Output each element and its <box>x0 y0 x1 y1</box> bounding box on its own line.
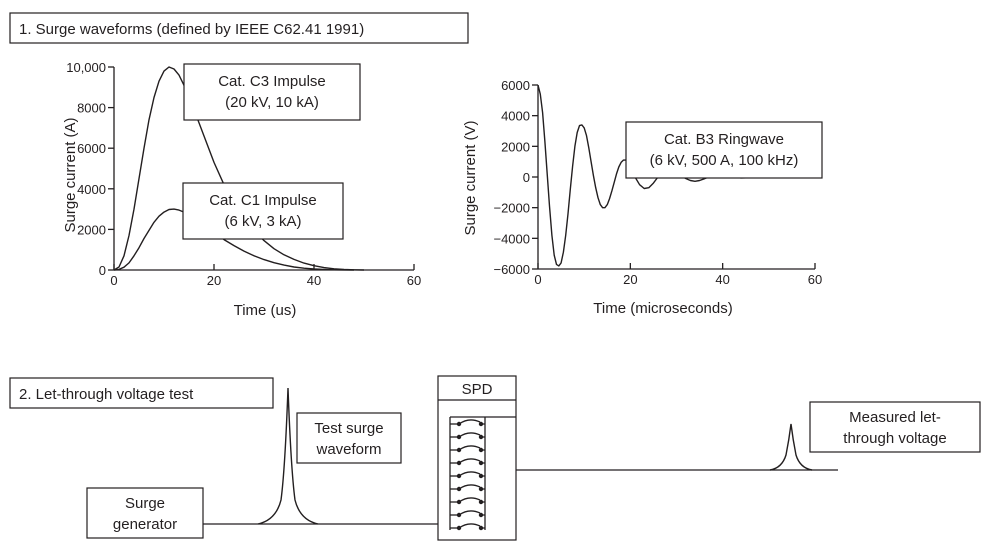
spd-switch-element <box>450 471 485 479</box>
y-tick-label: 4000 <box>77 182 106 197</box>
chart2-ylabel: Surge current (V) <box>462 120 479 235</box>
test-surge-label-line2: waveform <box>315 441 381 458</box>
chart1-xlabel: Time (us) <box>234 302 297 319</box>
x-tick-label: 60 <box>808 272 822 287</box>
spd-switch-array <box>449 417 486 531</box>
b3-ringwave-rating: (6 kV, 500 A, 100 kHz) <box>650 152 799 169</box>
spd-switch-element <box>450 458 485 466</box>
x-tick-label: 40 <box>715 272 729 287</box>
b3-ringwave-annotation: Cat. B3 Ringwave (6 kV, 500 A, 100 kHz) <box>625 121 823 179</box>
spd-body <box>437 375 517 541</box>
spd-label: SPD <box>462 381 493 398</box>
y-tick-label: −4000 <box>493 231 530 246</box>
chart1-axes: 0 2000 4000 6000 8000 10,000 0 20 40 60 <box>66 60 421 288</box>
x-tick-label: 40 <box>307 273 321 288</box>
x-tick-label: 60 <box>407 273 421 288</box>
spd-device: SPD <box>437 375 517 541</box>
chart2-axes: −6000 −4000 −2000 0 2000 4000 6000 0 20 40 60 <box>493 78 822 287</box>
spd-switch-element <box>450 484 485 492</box>
surge-waveforms-header-text: 1. Surge waveforms (defined by IEEE C62.… <box>19 21 364 38</box>
surge-generator-label-line2: generator <box>113 516 177 533</box>
spd-switch-element <box>450 497 485 505</box>
chart1-series-line-1 <box>113 66 365 271</box>
y-tick-label: 2000 <box>77 222 106 237</box>
c3-impulse-title: Cat. C3 Impulse <box>218 73 326 90</box>
surge-generator-label-line1: Surge <box>125 495 165 512</box>
letthrough-test-diagram: Surge generator Test surge waveform SPD … <box>86 375 981 541</box>
c3-impulse-rating: (20 kV, 10 kA) <box>225 94 319 111</box>
y-tick-label: 6000 <box>501 78 530 93</box>
spd-switch-element <box>450 432 485 440</box>
y-tick-label: −6000 <box>493 262 530 277</box>
c1-impulse-title: Cat. C1 Impulse <box>209 192 317 209</box>
letthrough-header: 2. Let-through voltage test <box>9 377 274 409</box>
ringwave-chart: Surge current (V) Time (microseconds) −6… <box>462 78 823 317</box>
surge-generator-box: Surge generator <box>86 487 204 539</box>
c1-impulse-rating: (6 kV, 3 kA) <box>225 213 302 230</box>
c1-impulse-annotation: Cat. C1 Impulse (6 kV, 3 kA) <box>182 182 344 240</box>
test-surge-label-line1: Test surge <box>314 420 383 437</box>
test-surge-spike <box>257 387 319 525</box>
y-tick-label: 4000 <box>501 109 530 124</box>
y-tick-label: 10,000 <box>66 60 106 75</box>
y-tick-label: 8000 <box>77 101 106 116</box>
b3-ringwave-title: Cat. B3 Ringwave <box>664 131 784 148</box>
measured-label-box: Measured let- through voltage <box>809 401 981 453</box>
measured-label-line1: Measured let- <box>849 409 941 426</box>
x-tick-label: 0 <box>534 272 541 287</box>
chart2-xlabel: Time (microseconds) <box>593 300 732 317</box>
y-tick-label: 6000 <box>77 141 106 156</box>
y-tick-label: 0 <box>99 263 106 278</box>
spd-switch-element <box>450 445 485 453</box>
spd-switch-element <box>450 419 485 427</box>
spd-switch-element <box>450 523 485 531</box>
x-tick-label: 0 <box>110 273 117 288</box>
x-tick-label: 20 <box>207 273 221 288</box>
letthrough-spike <box>769 423 813 471</box>
y-tick-label: 0 <box>523 170 530 185</box>
y-tick-label: −2000 <box>493 201 530 216</box>
surge-waveforms-header: 1. Surge waveforms (defined by IEEE C62.… <box>9 12 469 44</box>
spd-switch-element <box>450 510 485 518</box>
letthrough-header-text: 2. Let-through voltage test <box>19 386 194 403</box>
measured-label-line2: through voltage <box>843 430 946 447</box>
x-tick-label: 20 <box>623 272 637 287</box>
c3-impulse-annotation: Cat. C3 Impulse (20 kV, 10 kA) <box>183 63 361 121</box>
test-surge-label-box: Test surge waveform <box>296 412 402 464</box>
chart1-ylabel: Surge current (A) <box>62 117 79 232</box>
y-tick-label: 2000 <box>501 139 530 154</box>
impulse-current-chart: Surge current (A) Time (us) 020004000600… <box>62 60 421 319</box>
